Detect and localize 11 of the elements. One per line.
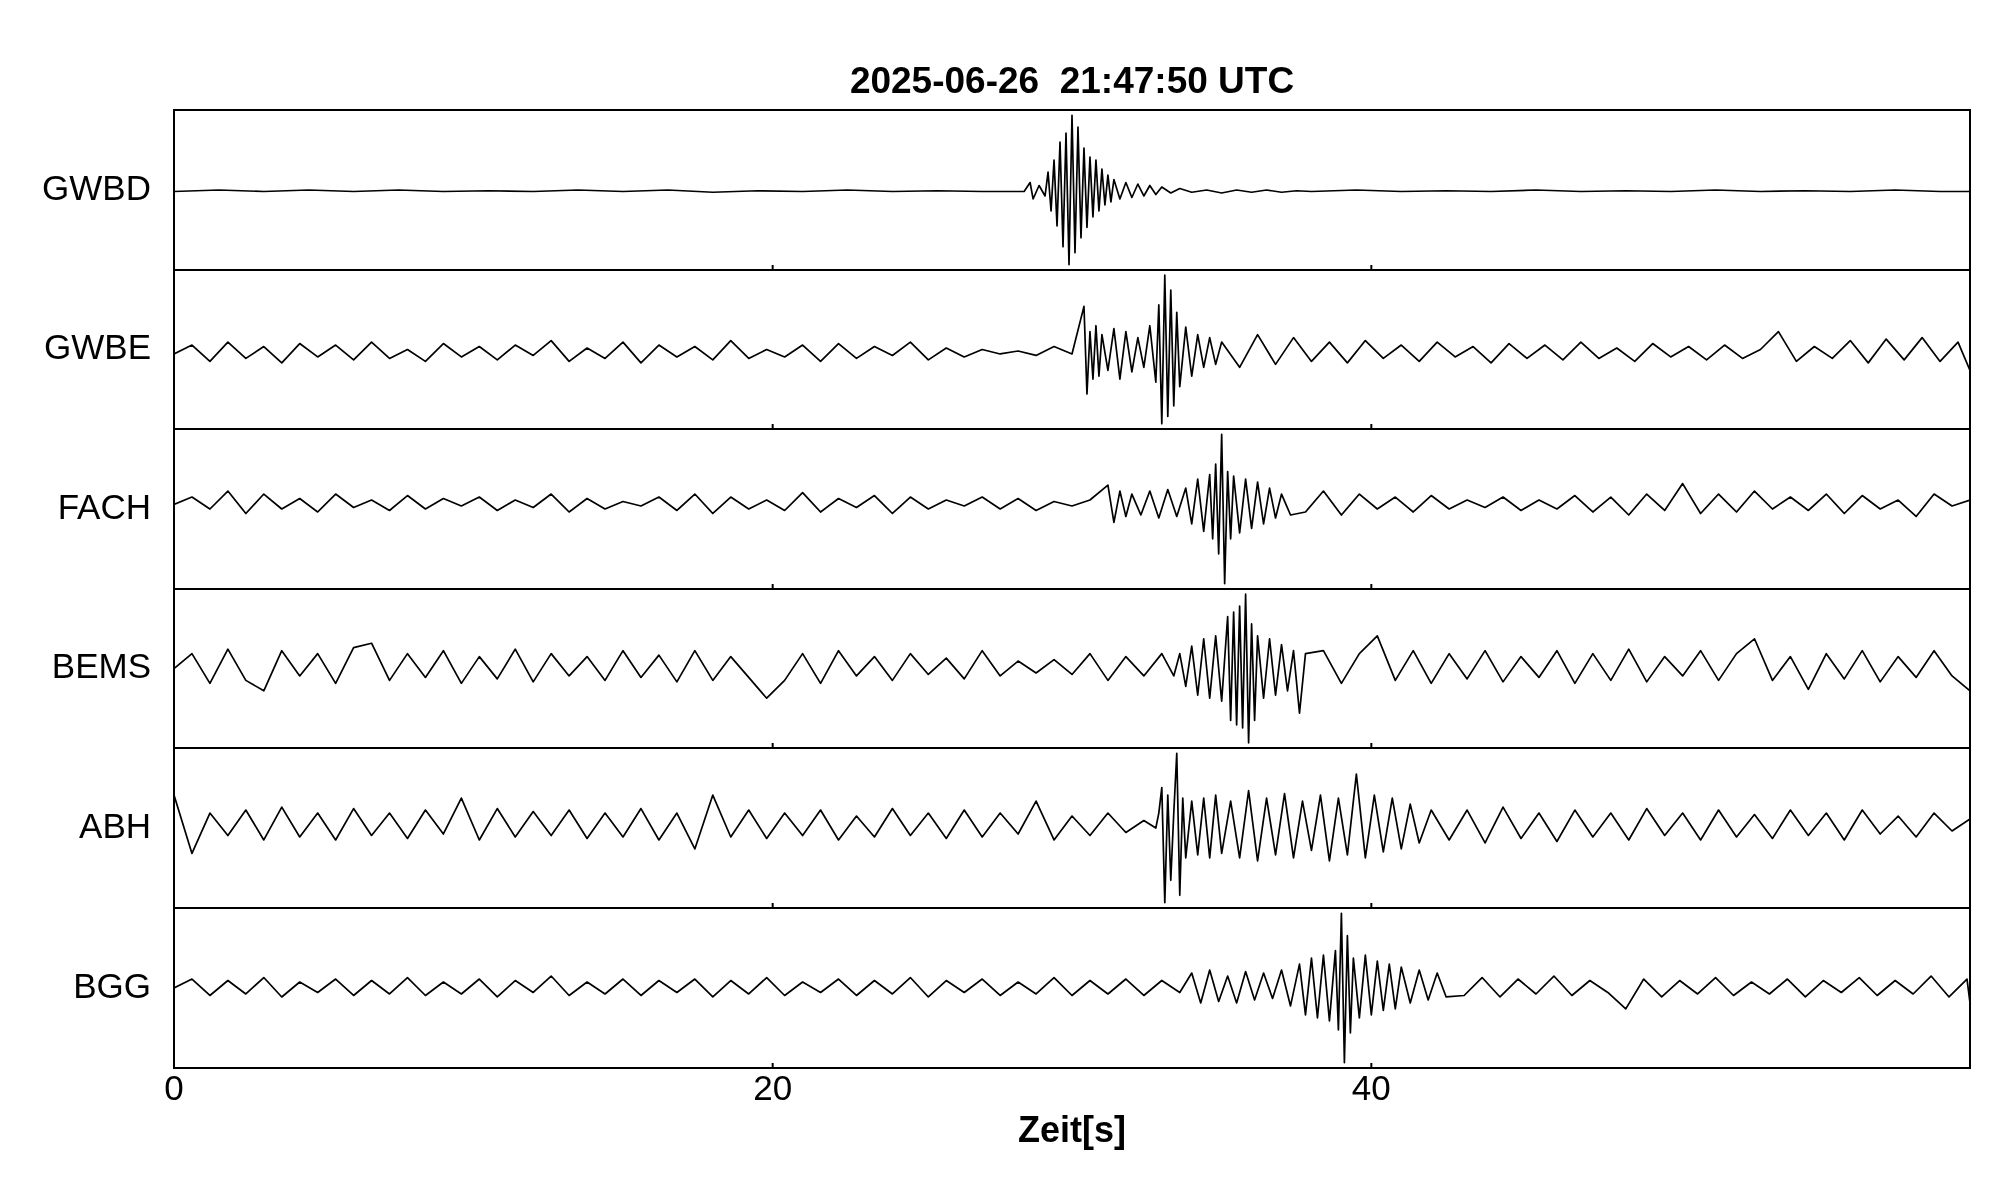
chart-title: 2025-06-26 21:47:50 UTC <box>849 60 1295 102</box>
y-axis-title: BGG <box>73 965 151 1005</box>
x-tick-label: 20 <box>753 1067 793 1107</box>
y-axis-title: GWBE <box>44 327 151 367</box>
y-axis-title: FACH <box>57 486 151 526</box>
x-tick-label: 0 <box>164 1067 184 1107</box>
y-axis-title: BEMS <box>51 646 151 686</box>
x-tick-label: 40 <box>1351 1067 1391 1107</box>
x-axis-title: Zeit[s] <box>1018 1109 1126 1151</box>
y-axis-title: ABH <box>79 805 151 845</box>
y-axis-title: GWBD <box>42 167 151 207</box>
